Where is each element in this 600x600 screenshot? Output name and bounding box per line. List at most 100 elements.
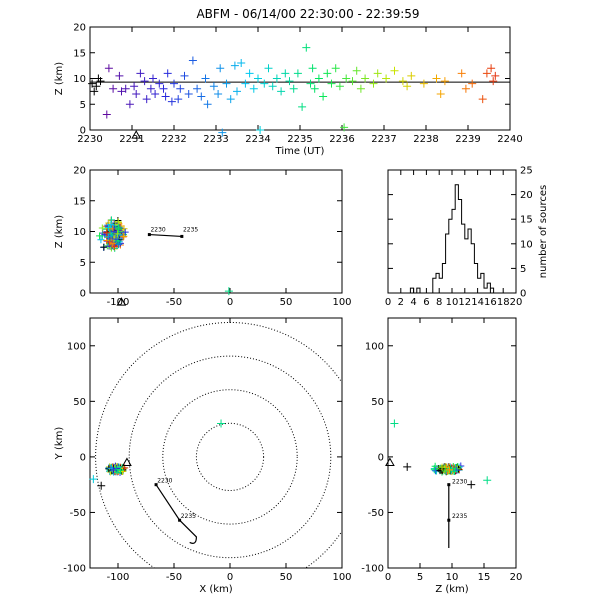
- y-tick-label: 0: [80, 126, 86, 137]
- y-tick-label: 100: [365, 341, 384, 352]
- x-tick-label: 12: [458, 297, 471, 308]
- x-tick-label: 2236: [329, 134, 354, 145]
- source-point: [92, 82, 101, 91]
- source-point: [487, 64, 496, 73]
- x-height-panel: -100 -50 0 50 100 0 5 10 15 20 Z (km) 2230 2235: [54, 166, 352, 309]
- x-tick-label: 14: [471, 297, 484, 308]
- y-tick-label: 15: [520, 215, 533, 226]
- source-point: [201, 74, 210, 83]
- track-label: 2230: [157, 477, 172, 484]
- source-point: [237, 59, 246, 68]
- x-tick-label: 50: [280, 572, 293, 583]
- source-point: [489, 77, 498, 86]
- time-height-xlabel: Time (UT): [275, 146, 325, 157]
- y-tick-label: 10: [520, 239, 533, 250]
- source-point: [104, 64, 113, 73]
- source-point: [293, 69, 302, 78]
- x-tick-label: 0: [227, 297, 233, 308]
- source-point: [356, 84, 365, 93]
- x-tick-label: 16: [484, 297, 497, 308]
- source-point: [430, 466, 438, 474]
- source-point: [203, 100, 212, 109]
- source-point: [121, 228, 129, 236]
- source-point: [193, 84, 202, 93]
- source-point: [230, 61, 239, 70]
- source-point: [114, 230, 122, 238]
- range-ring: [162, 389, 298, 525]
- x-tick-label: 2232: [161, 134, 186, 145]
- plan-view-ylabel: Y (km): [54, 427, 65, 461]
- track-label: 2235: [183, 227, 198, 234]
- source-point: [298, 102, 307, 111]
- source-point: [306, 79, 315, 88]
- source-point: [109, 225, 117, 233]
- station-marker: [131, 130, 142, 139]
- source-point: [407, 71, 416, 80]
- source-point: [149, 74, 157, 83]
- source-point: [146, 84, 155, 93]
- source-point: [327, 79, 336, 88]
- source-point: [176, 84, 185, 93]
- source-point: [446, 466, 454, 474]
- source-point: [419, 79, 428, 88]
- x-tick-label: 10: [446, 297, 459, 308]
- source-point: [115, 240, 123, 248]
- y-tick-label: -100: [361, 564, 384, 575]
- source-point: [167, 97, 176, 106]
- source-point: [115, 225, 123, 233]
- source-point: [457, 69, 466, 78]
- source-point: [125, 100, 134, 109]
- source-point: [109, 84, 118, 93]
- source-point: [184, 89, 193, 98]
- source-point: [254, 74, 262, 83]
- source-point: [104, 223, 112, 231]
- source-point: [369, 79, 378, 88]
- source-point: [89, 475, 98, 484]
- source-point: [348, 77, 357, 86]
- source-point: [161, 92, 170, 101]
- x-tick-label: 6: [423, 297, 429, 308]
- x-tick-label: 0: [385, 297, 391, 308]
- source-point: [119, 233, 127, 241]
- source-point: [188, 56, 197, 65]
- y-tick-label: 10: [73, 74, 86, 85]
- source-point: [121, 84, 130, 93]
- source-point: [170, 79, 178, 88]
- source-point: [197, 92, 206, 101]
- source-point: [100, 243, 108, 251]
- source-point: [310, 84, 319, 93]
- y-tick-label: 10: [73, 227, 86, 238]
- source-point: [340, 123, 349, 132]
- y-tick-label: 0: [378, 452, 384, 463]
- track-point: [178, 518, 182, 522]
- source-point: [114, 218, 122, 226]
- source-point: [335, 82, 344, 91]
- source-point: [390, 419, 399, 428]
- source-point: [241, 79, 250, 88]
- x-tick-label: 2237: [371, 134, 396, 145]
- y-tick-label: 15: [73, 196, 86, 207]
- source-point: [438, 463, 446, 471]
- source-point: [113, 465, 121, 473]
- plan-view-frame: [89, 317, 343, 569]
- source-point: [272, 74, 281, 83]
- source-point: [209, 82, 218, 91]
- x-tick-label: 2239: [455, 134, 480, 145]
- source-point: [373, 69, 382, 78]
- z-y-frame: [387, 317, 517, 569]
- source-point: [482, 69, 491, 78]
- track-label: 2230: [150, 227, 165, 234]
- x-tick-label: 50: [280, 297, 293, 308]
- source-point: [314, 74, 323, 83]
- source-point: [216, 64, 225, 73]
- source-point: [245, 69, 254, 78]
- histogram-outline: [388, 184, 516, 294]
- z-y-xlabel: Z (km): [435, 584, 468, 595]
- track-label: 2235: [181, 513, 196, 520]
- station-marker: [122, 457, 132, 466]
- plan-view-panel: -100 -50 0 50 100 -100 -50 0 50 100 X (km) Y (km) 22…: [54, 317, 352, 595]
- y-tick-label: -100: [63, 564, 86, 575]
- source-point: [308, 64, 317, 73]
